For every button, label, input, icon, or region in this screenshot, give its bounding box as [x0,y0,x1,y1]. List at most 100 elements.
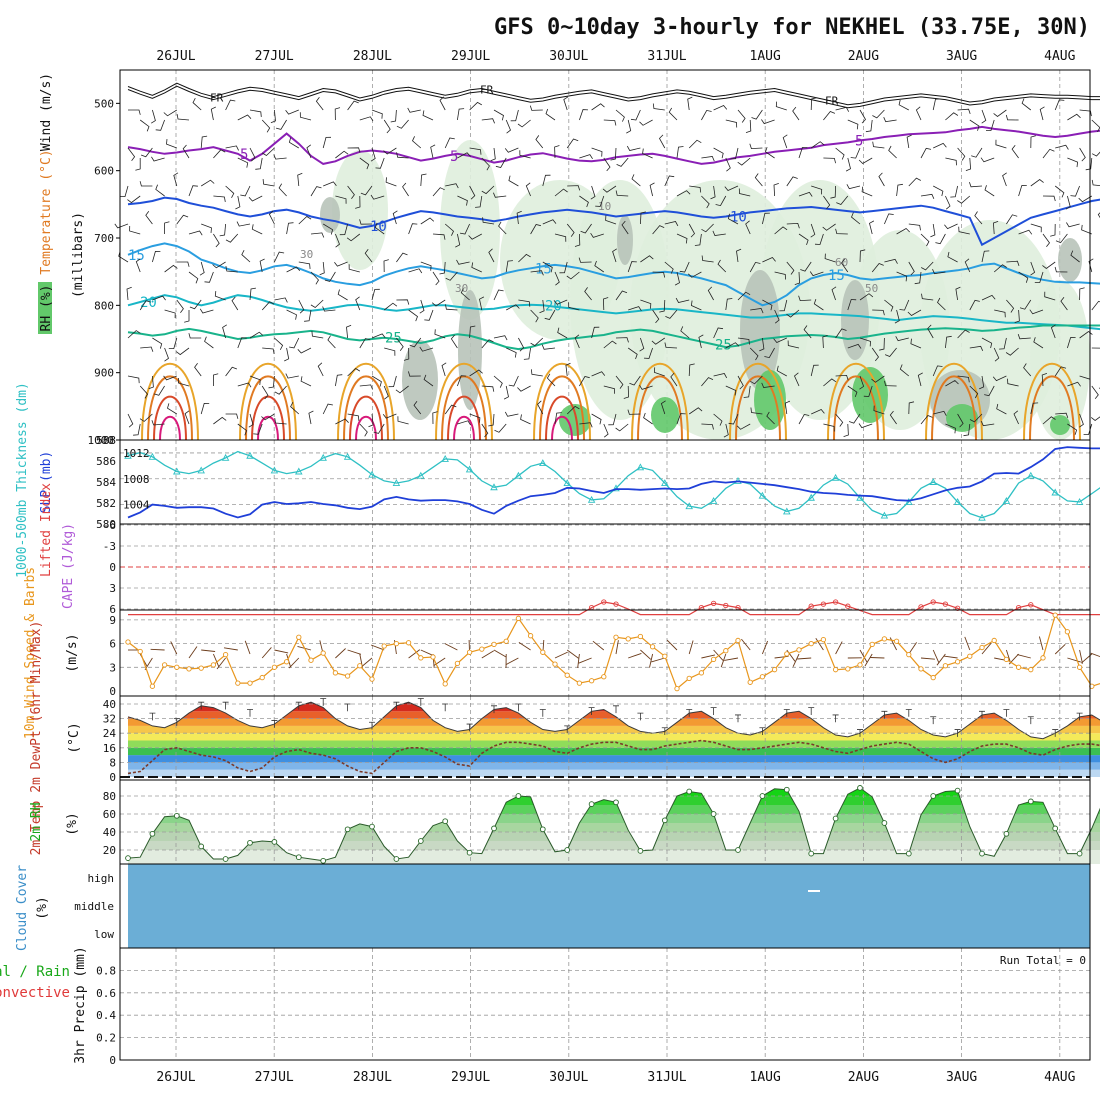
surface-wind-barb [518,642,531,651]
wind-barb [213,233,220,248]
wind-barb [347,100,359,111]
wind-barb [385,177,397,187]
surface-wind-barb [908,642,917,655]
wind-barb [1091,300,1100,311]
wind-barb [225,366,238,377]
minmax-bar [735,714,741,723]
surface-wind-barb [920,657,935,660]
wind-speed-marker [198,665,204,671]
minmax-bar [222,701,229,710]
wind-barb [359,116,374,122]
wind-barb [445,271,458,281]
wind-speed-marker [296,634,302,640]
minmax-bar [832,714,839,723]
wind-speed-marker [967,653,973,659]
lifted-index-marker [832,599,839,605]
wind-barb [907,309,922,316]
wind-barb [639,384,653,390]
wind-barb [189,299,202,310]
wind-barb [603,340,617,349]
warm-isotherm-cell [551,415,573,441]
wind-barb [591,326,600,339]
wind-barb [152,250,161,263]
minmax-bar [271,720,278,728]
wind-barb [335,150,349,159]
wind-barb [1030,223,1042,233]
wind-barb [749,347,759,361]
wind-barb [602,297,609,311]
wind-barb [371,288,380,301]
lifted-index-marker [820,601,827,607]
wind-barb [249,109,262,117]
wind-barb [249,147,256,162]
wind-barb [457,195,468,206]
wind-barb [286,266,301,273]
wind-barb [715,195,727,207]
wind-barb [724,185,739,191]
minmax-bar [783,709,790,717]
wind-barb [745,220,751,235]
surface-wind-barb [720,653,727,668]
y-tick-label: 1000 [88,434,115,447]
minmax-bar [686,709,693,717]
wind-barb [565,362,571,377]
minmax-bar [344,703,351,712]
wind-barb [176,261,190,267]
wind-barb [701,377,714,387]
wind-barb [814,233,824,245]
wind-barb [687,96,693,111]
wind-barb [1006,260,1020,267]
wind-speed-marker [161,662,168,668]
wind-barb [335,233,340,248]
wind-barb [225,266,238,273]
wind-barb [750,308,764,314]
wind-barb [957,329,970,339]
wind-barb [559,261,568,274]
wind-barb [304,309,312,322]
wind-barb [878,172,885,187]
wind-barb [397,416,409,425]
wind-barb [1070,185,1080,197]
wind-barb [383,119,391,134]
wind-barb [407,107,421,113]
precip-tick-label: 0.4 [96,1009,116,1022]
wind-barb [413,401,422,415]
surface-wind-barb [688,640,694,655]
wind-barb [544,309,556,320]
rh-band [128,841,1100,850]
surface-wind-barb [797,657,812,660]
warm-isotherm-cell [729,363,787,441]
thickness-marker [783,507,791,515]
wind-speed-marker [759,674,766,680]
dewpoint-line [127,739,1100,775]
wind-speed-marker [637,633,644,640]
wind-barb [176,114,190,121]
wind-barb [651,337,666,345]
lifted-index-marker [613,601,619,607]
temperature-tick-label: 8 [109,756,116,769]
wind-barb [1079,147,1086,162]
wind-speed-marker [1028,667,1034,673]
wind-barb [505,119,511,134]
wind-barb [289,337,300,349]
wind-10m-axis-label: 10m Wind Speed & Barbs [23,567,38,739]
warm-isotherm-cell [931,375,977,441]
wind-speed-marker [332,670,339,676]
rh-marker [735,847,741,853]
isotherm-label: 15 [535,261,552,277]
wind-barb [348,264,360,273]
wind-barb [493,289,504,301]
wind-barb [201,223,212,233]
temperature-tick-label: 40 [103,698,116,711]
wind-speed-marker [869,641,875,648]
wind-speed-marker [588,678,595,684]
rh-marker [320,857,327,864]
wind-barb [932,269,946,275]
wind-barb [490,147,496,162]
minmax-bar [491,705,497,714]
wind-barb [578,257,592,263]
minmax-bar [930,716,937,725]
rh-marker [930,793,937,799]
wind-speed-marker [918,666,924,672]
